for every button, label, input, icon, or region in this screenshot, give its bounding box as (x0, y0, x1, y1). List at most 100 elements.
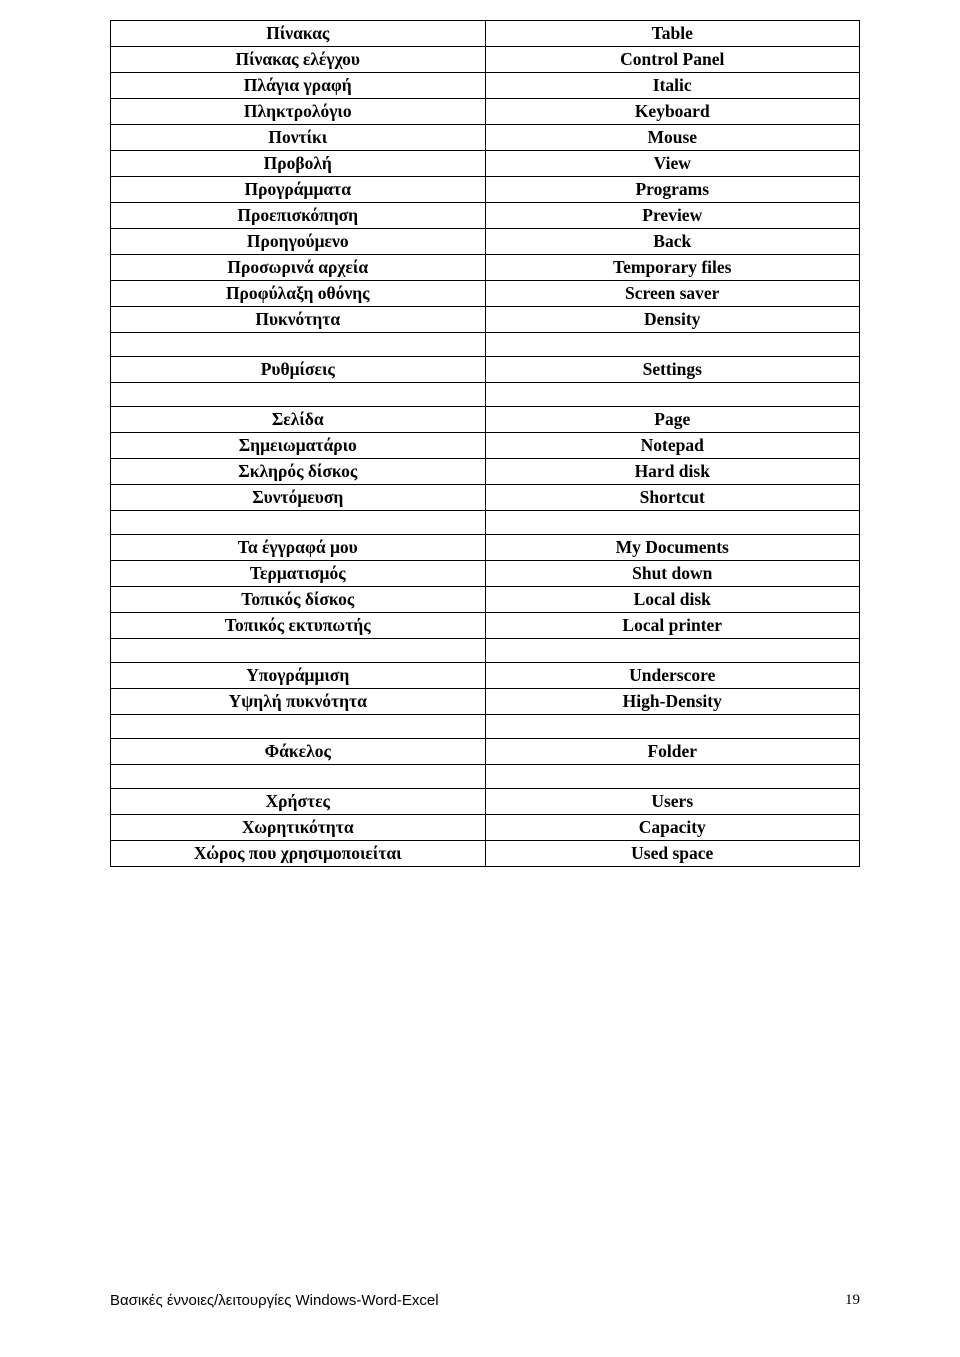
greek-term: Προσωρινά αρχεία (111, 255, 486, 281)
greek-term: Πληκτρολόγιο (111, 99, 486, 125)
table-row (111, 765, 860, 789)
table-row: Πλάγια γραφήItalic (111, 73, 860, 99)
table-row: ΣελίδαPage (111, 407, 860, 433)
english-term: View (485, 151, 860, 177)
greek-term: Χωρητικότητα (111, 815, 486, 841)
spacer-cell (485, 333, 860, 357)
greek-term: Τα έγγραφά μου (111, 535, 486, 561)
greek-term: Υπογράμμιση (111, 663, 486, 689)
greek-term: Πλάγια γραφή (111, 73, 486, 99)
english-term: Back (485, 229, 860, 255)
english-term: High-Density (485, 689, 860, 715)
greek-term: Σημειωματάριο (111, 433, 486, 459)
page: ΠίνακαςTableΠίνακας ελέγχουControl Panel… (0, 0, 960, 1357)
table-row: Προφύλαξη οθόνηςScreen saver (111, 281, 860, 307)
english-term: Local disk (485, 587, 860, 613)
table-row: ΥπογράμμισηUnderscore (111, 663, 860, 689)
table-row: Υψηλή πυκνότηταHigh-Density (111, 689, 860, 715)
english-term: Settings (485, 357, 860, 383)
table-row: Προσωρινά αρχείαTemporary files (111, 255, 860, 281)
greek-term: Προηγούμενο (111, 229, 486, 255)
greek-term: Τερματισμός (111, 561, 486, 587)
spacer-cell (485, 715, 860, 739)
greek-term: Χώρος που χρησιμοποιείται (111, 841, 486, 867)
greek-term: Προφύλαξη οθόνης (111, 281, 486, 307)
greek-term: Ρυθμίσεις (111, 357, 486, 383)
table-row: Τοπικός εκτυπωτήςLocal printer (111, 613, 860, 639)
table-row: ΠυκνότηταDensity (111, 307, 860, 333)
english-term: Folder (485, 739, 860, 765)
spacer-cell (485, 383, 860, 407)
greek-term: Υψηλή πυκνότητα (111, 689, 486, 715)
greek-term: Τοπικός εκτυπωτής (111, 613, 486, 639)
spacer-cell (111, 715, 486, 739)
greek-term: Προβολή (111, 151, 486, 177)
footer: Βασικές έννοιες/λειτουργίες Windows-Word… (110, 1292, 860, 1309)
greek-term: Φάκελος (111, 739, 486, 765)
table-row (111, 383, 860, 407)
table-row: ΦάκελοςFolder (111, 739, 860, 765)
english-term: Used space (485, 841, 860, 867)
greek-term: Συντόμευση (111, 485, 486, 511)
table-row (111, 511, 860, 535)
english-term: Shortcut (485, 485, 860, 511)
greek-term: Χρήστες (111, 789, 486, 815)
greek-term: Σκληρός δίσκος (111, 459, 486, 485)
english-term: Table (485, 21, 860, 47)
table-row: ΧρήστεςUsers (111, 789, 860, 815)
english-term: Mouse (485, 125, 860, 151)
english-term: Keyboard (485, 99, 860, 125)
table-row: ΠρογράμματαPrograms (111, 177, 860, 203)
table-row: Τα έγγραφά μουMy Documents (111, 535, 860, 561)
greek-term: Σελίδα (111, 407, 486, 433)
english-term: Users (485, 789, 860, 815)
spacer-cell (111, 333, 486, 357)
spacer-cell (111, 383, 486, 407)
table-row: ΠληκτρολόγιοKeyboard (111, 99, 860, 125)
english-term: Local printer (485, 613, 860, 639)
greek-term: Προγράμματα (111, 177, 486, 203)
english-term: Shut down (485, 561, 860, 587)
spacer-cell (111, 765, 486, 789)
greek-term: Πίνακας ελέγχου (111, 47, 486, 73)
table-row (111, 333, 860, 357)
table-row: Πίνακας ελέγχουControl Panel (111, 47, 860, 73)
spacer-cell (485, 765, 860, 789)
greek-term: Πίνακας (111, 21, 486, 47)
spacer-cell (111, 639, 486, 663)
spacer-cell (485, 511, 860, 535)
table-row: ΠροβολήView (111, 151, 860, 177)
table-row: ΧωρητικότηταCapacity (111, 815, 860, 841)
english-term: Programs (485, 177, 860, 203)
english-term: Screen saver (485, 281, 860, 307)
glossary-table: ΠίνακαςTableΠίνακας ελέγχουControl Panel… (110, 20, 860, 867)
english-term: Capacity (485, 815, 860, 841)
english-term: Page (485, 407, 860, 433)
greek-term: Τοπικός δίσκος (111, 587, 486, 613)
english-term: Preview (485, 203, 860, 229)
spacer-cell (485, 639, 860, 663)
english-term: Notepad (485, 433, 860, 459)
english-term: Italic (485, 73, 860, 99)
table-row: ΠροεπισκόπησηPreview (111, 203, 860, 229)
table-row: ΣημειωματάριοNotepad (111, 433, 860, 459)
footer-text: Βασικές έννοιες/λειτουργίες Windows-Word… (110, 1292, 439, 1309)
greek-term: Πυκνότητα (111, 307, 486, 333)
table-row: ΠροηγούμενοBack (111, 229, 860, 255)
english-term: Control Panel (485, 47, 860, 73)
table-row (111, 639, 860, 663)
english-term: My Documents (485, 535, 860, 561)
english-term: Density (485, 307, 860, 333)
table-row: Χώρος που χρησιμοποιείταιUsed space (111, 841, 860, 867)
english-term: Hard disk (485, 459, 860, 485)
table-row: ΤερματισμόςShut down (111, 561, 860, 587)
table-row: ΠίνακαςTable (111, 21, 860, 47)
table-row: ΡυθμίσειςSettings (111, 357, 860, 383)
greek-term: Προεπισκόπηση (111, 203, 486, 229)
table-row: ΣυντόμευσηShortcut (111, 485, 860, 511)
english-term: Temporary files (485, 255, 860, 281)
table-row: Τοπικός δίσκοςLocal disk (111, 587, 860, 613)
spacer-cell (111, 511, 486, 535)
table-row (111, 715, 860, 739)
table-row: Σκληρός δίσκοςHard disk (111, 459, 860, 485)
